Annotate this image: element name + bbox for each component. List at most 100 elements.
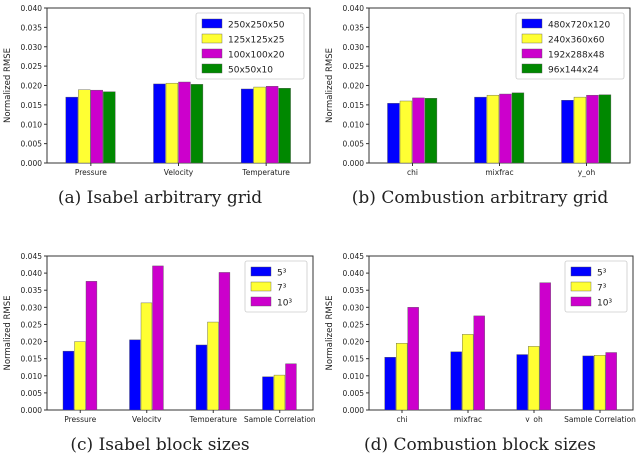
panel-c: 0.000 0.005 0.010 0.015 0.020 0.025 0.030 0.035… — [0, 232, 320, 464]
y-tick-label: 0.015 — [21, 101, 43, 110]
bar — [190, 84, 204, 164]
bar — [90, 89, 103, 164]
bar — [265, 86, 279, 164]
y-tick-label: 0.040 — [21, 269, 43, 278]
x-tick-label: Pressure — [64, 415, 96, 422]
bar — [103, 91, 116, 164]
y-tick-label: 0.025 — [21, 62, 43, 71]
bar — [396, 343, 408, 411]
legend-swatch — [521, 33, 543, 44]
x-tick-label: chi — [407, 168, 418, 177]
bar — [85, 281, 98, 411]
bar — [62, 350, 75, 411]
legend-swatch — [201, 48, 223, 59]
bar — [399, 100, 413, 164]
y-tick-label: 0.025 — [343, 62, 365, 71]
bar — [586, 94, 599, 164]
y-axis-label: Normalized RMSE — [3, 296, 13, 371]
bar — [407, 307, 419, 411]
y-tick-label: 0.020 — [21, 338, 43, 347]
y-tick-label: 0.010 — [343, 120, 365, 129]
x-tick-label: mixfrac — [485, 168, 513, 177]
bar — [218, 272, 231, 411]
bar — [473, 315, 485, 411]
y-tick-label: 0.010 — [21, 372, 43, 381]
legend-box — [195, 12, 305, 80]
x-tick-label: y_oh — [525, 415, 543, 422]
bar — [474, 96, 487, 164]
bar — [273, 374, 286, 411]
y-axis-label: Normalized RMSE — [3, 48, 13, 123]
x-tick-label: Sample Correlation — [244, 415, 316, 422]
y-tick-label: 0.020 — [343, 338, 365, 347]
legend-label: 240x360x60 — [548, 36, 605, 46]
bar — [140, 302, 153, 411]
x-tick-label: y_oh — [578, 168, 596, 177]
bar — [499, 93, 512, 164]
x-tick-label: Sample Correlation — [564, 415, 636, 422]
legend-swatch — [250, 266, 272, 277]
y-tick-label: 0.020 — [21, 82, 43, 91]
bar — [153, 83, 166, 164]
y-tick-label: 0.030 — [343, 43, 365, 52]
y-tick-label: 0.015 — [343, 355, 365, 364]
y-tick-label: 0.020 — [343, 82, 365, 91]
panel-d: 0.000 0.005 0.010 0.015 0.020 0.025 0.030 0.035… — [320, 232, 640, 464]
x-tick-label: Temperature — [241, 168, 290, 177]
legend-label: 96x144x24 — [548, 66, 599, 76]
bar — [387, 103, 400, 164]
y-tick-label: 0.005 — [21, 140, 43, 149]
bar — [129, 339, 141, 411]
legend-swatch — [521, 63, 543, 74]
legend-label: 7³ — [277, 284, 287, 294]
caption-d: (d) Combustion block sizes — [363, 435, 596, 455]
y-tick-label: 0.040 — [343, 4, 365, 13]
y-tick-label: 0.000 — [21, 406, 43, 415]
legend-label: 250x250x50 — [228, 21, 285, 31]
legend-swatch — [201, 33, 223, 44]
bar — [582, 355, 594, 411]
bar — [74, 341, 86, 411]
y-tick-label: 0.000 — [343, 406, 365, 415]
legend-swatch — [570, 281, 592, 292]
legend-swatch — [250, 296, 272, 307]
bar — [561, 100, 574, 164]
bar — [511, 92, 525, 164]
legend-swatch — [521, 18, 543, 29]
caption-c: (c) Isabel block sizes — [70, 435, 250, 455]
y-axis-label: Normalized RMSE — [325, 48, 335, 123]
legend-label: 192x288x48 — [548, 51, 605, 61]
chart-combustion-arbitrary-grid: 0.000 0.005 0.010 0.015 0.020 0.025 0.030 0.035… — [325, 4, 631, 177]
bar — [486, 94, 500, 164]
legend-swatch — [250, 281, 272, 292]
plot-frame — [368, 255, 634, 411]
y-tick-label: 0.025 — [343, 320, 365, 329]
bar — [78, 89, 91, 164]
legend-label: 100x100x20 — [228, 51, 285, 61]
caption-a: (a) Isabel arbitrary grid — [57, 188, 263, 208]
y-axis-label: Normalized RMSE — [325, 296, 335, 371]
legend-swatch — [201, 18, 223, 29]
bar — [462, 334, 474, 411]
bar — [384, 357, 396, 411]
x-tick-label: Velocity — [132, 415, 162, 422]
legend-label: 125x125x25 — [228, 36, 284, 46]
bar — [165, 82, 179, 164]
bar — [207, 321, 219, 411]
x-tick-label: chi — [397, 415, 408, 422]
chart-isabel-arbitrary-grid: 0.000 0.005 0.010 0.015 0.020 0.025 0.030 0.035… — [3, 4, 311, 177]
y-tick-label: 0.040 — [343, 269, 365, 278]
panel-a: 0.000 0.005 0.010 0.015 0.020 0.025 0.030 0.035… — [0, 0, 320, 232]
bar — [605, 352, 617, 411]
legend-swatch — [201, 63, 223, 74]
legend-label: 480x720x120 — [548, 21, 610, 31]
legend-swatch — [521, 48, 543, 59]
bar — [178, 81, 191, 164]
legend-label: 50x50x10 — [228, 66, 273, 76]
x-tick-label: Temperature — [188, 415, 237, 422]
y-tick-label: 0.040 — [21, 4, 43, 13]
y-tick-label: 0.030 — [343, 303, 365, 312]
y-tick-label: 0.030 — [21, 43, 43, 52]
y-tick-label: 0.000 — [21, 159, 43, 168]
y-tick-label: 0.045 — [343, 252, 365, 261]
